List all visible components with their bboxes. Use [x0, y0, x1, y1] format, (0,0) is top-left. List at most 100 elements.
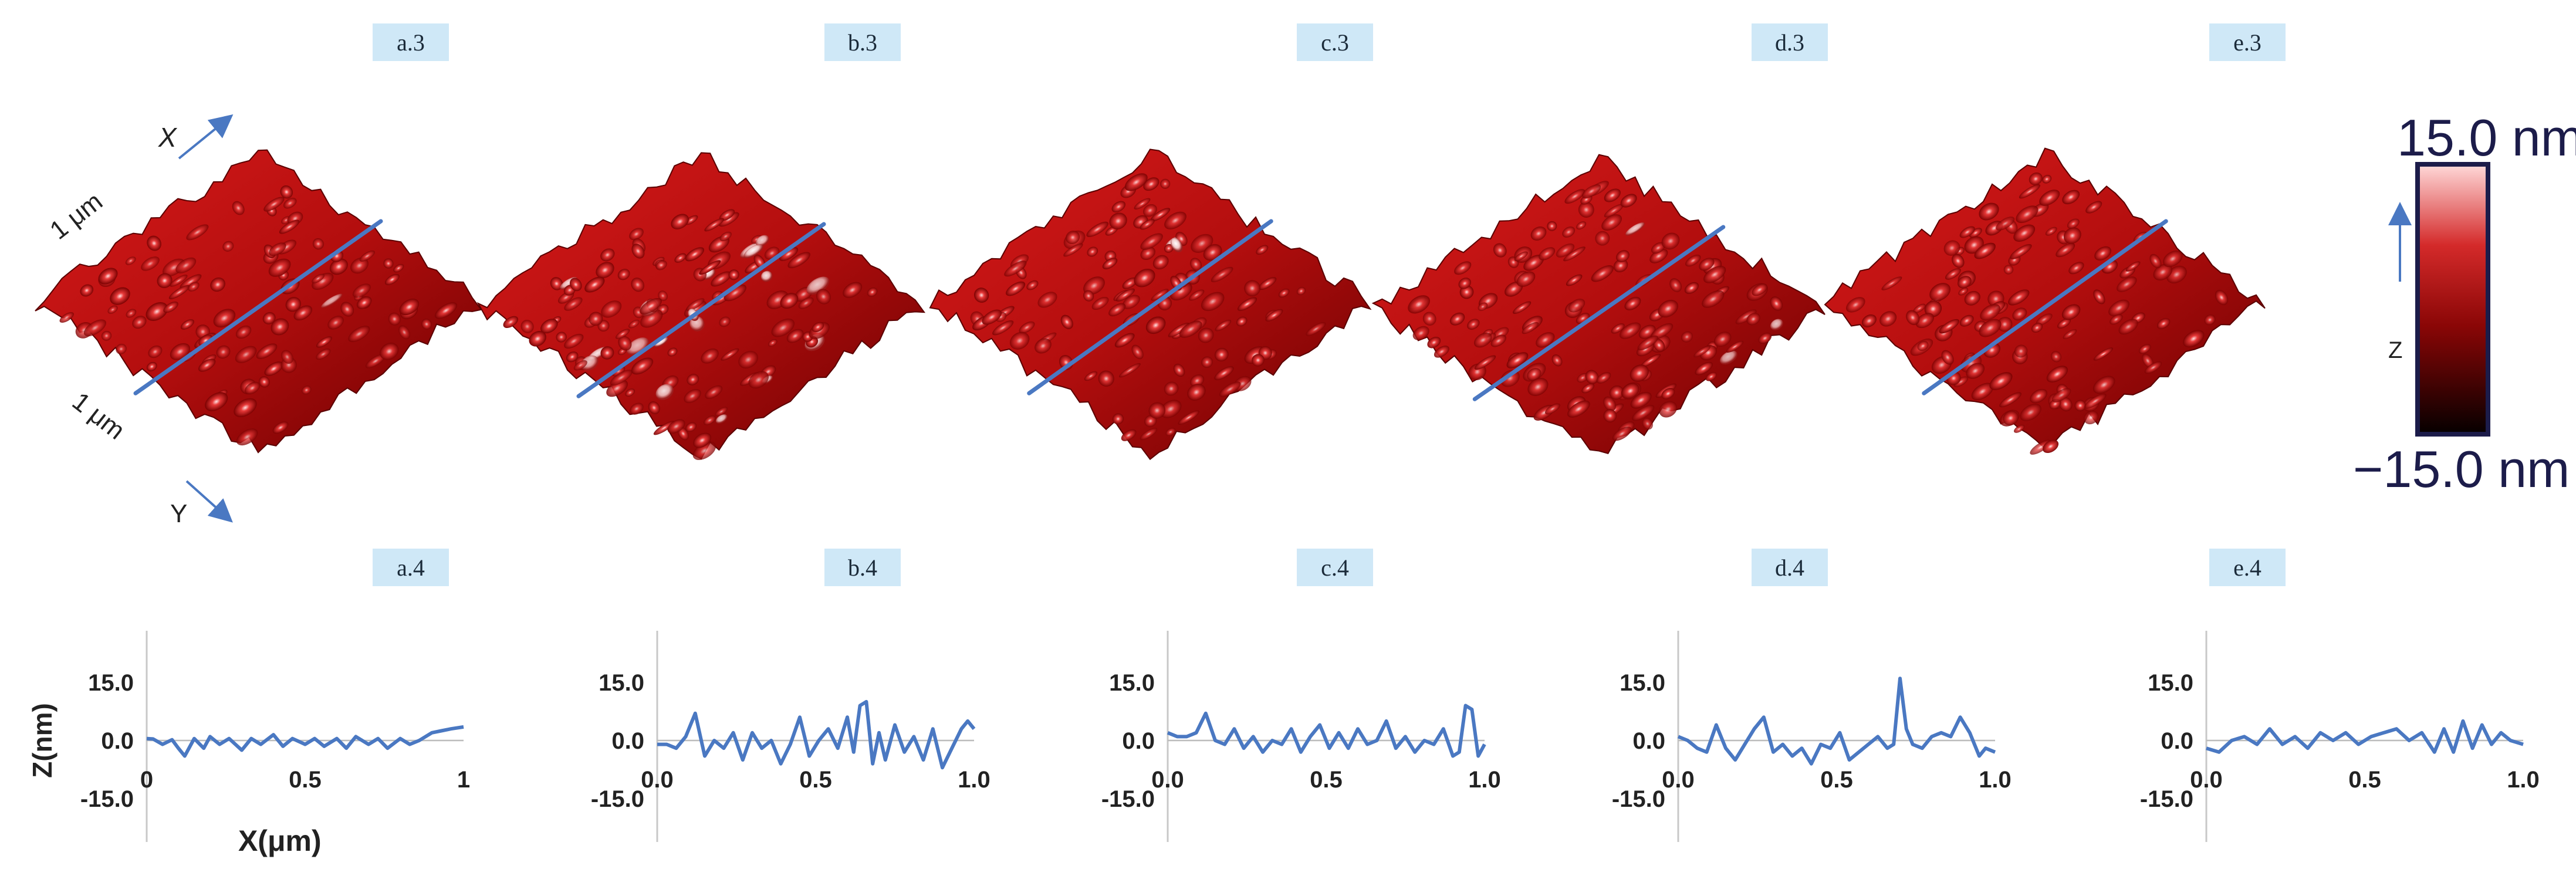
- surface-grain: [671, 214, 689, 229]
- surface-grain: [383, 258, 394, 269]
- surface-grain: [1568, 299, 1586, 313]
- surface-grain: [2118, 319, 2138, 335]
- surface-grain: [2062, 190, 2080, 205]
- surface-grain: [2149, 253, 2162, 269]
- surface-grain: [1999, 392, 2021, 408]
- surface-base: [1371, 154, 1825, 454]
- surface-grain: [596, 262, 614, 279]
- surface-grain: [2029, 172, 2043, 185]
- surface-grain: [1143, 177, 1159, 191]
- surface-grain: [1151, 289, 1169, 301]
- surface-grain: [1306, 322, 1326, 336]
- surface-grain: [867, 287, 878, 297]
- surface-grain: [170, 343, 191, 360]
- surface-grain: [283, 198, 297, 209]
- surface-grain: [1974, 242, 1996, 259]
- surface-grain: [1953, 376, 1969, 387]
- surface-grain: [1004, 261, 1027, 277]
- surface-grain: [1427, 336, 1441, 349]
- surface-grain: [2016, 205, 2039, 224]
- surface-grain: [170, 275, 188, 287]
- surface-grain: [2108, 299, 2130, 317]
- surface-grain: [222, 241, 234, 252]
- surface-grain: [1966, 363, 1985, 379]
- surface-grain: [327, 316, 344, 330]
- surface-grain: [787, 252, 810, 269]
- y-tick-label: 0.0: [1122, 728, 1155, 754]
- surface-grain: [982, 309, 1002, 325]
- surface-grain: [1115, 288, 1135, 302]
- surface-grain: [685, 247, 705, 262]
- surface-grain: [1958, 288, 1969, 296]
- surface-grain: [279, 219, 300, 234]
- surface-grain: [1630, 364, 1649, 382]
- surface-grain: [768, 339, 777, 347]
- surface-grain: [216, 345, 231, 359]
- x-tick-label: 0.0: [1662, 767, 1695, 793]
- surface-grain: [1556, 244, 1575, 258]
- surface-grain: [235, 346, 257, 363]
- surface-grain: [1603, 409, 1617, 422]
- surface-grain: [269, 242, 286, 256]
- surface-grain: [1661, 388, 1675, 400]
- surface-grain: [1098, 370, 1114, 387]
- surface-grain: [2183, 330, 2205, 347]
- surface-grain: [1083, 290, 1094, 302]
- surface-grain: [1746, 313, 1760, 326]
- profile-series-line: [657, 699, 976, 770]
- surface-grain: [2156, 318, 2171, 329]
- surface-grain: [213, 309, 236, 328]
- x-tick-label: 0.0: [641, 767, 674, 793]
- surface-grain: [1152, 255, 1169, 270]
- y-direction-arrow: [185, 480, 233, 523]
- surface-grain: [365, 354, 386, 368]
- surface-grain: [640, 297, 662, 315]
- surface-grain: [1131, 344, 1144, 360]
- color-scale-axis-label: Z: [2388, 337, 2402, 363]
- surface-grain: [1726, 340, 1744, 353]
- surface-grain: [157, 273, 173, 288]
- surface-grain: [1564, 189, 1586, 204]
- surface-grain: [312, 238, 324, 250]
- color-scale: 15.0 nm −15.0 nm Z: [2353, 109, 2576, 498]
- surface-grain: [1408, 295, 1430, 314]
- surface-grain: [1237, 297, 1257, 311]
- profile-line: [1472, 225, 1726, 401]
- surface-grain: [806, 276, 830, 295]
- surface-grain: [1640, 354, 1661, 367]
- surface-grain: [581, 355, 599, 371]
- surface-grain: [1265, 309, 1283, 322]
- surface-grain: [2061, 304, 2081, 320]
- surface-grain: [719, 316, 731, 327]
- surface-grain: [719, 231, 732, 241]
- profile-line: [576, 222, 826, 398]
- surface-grain: [2204, 315, 2216, 326]
- surface-grain: [812, 322, 824, 333]
- x-tick-label: 1: [457, 767, 470, 793]
- surface-grain: [1035, 338, 1052, 354]
- surface-grain: [1506, 352, 1529, 368]
- x-tick-label: 1.0: [1979, 767, 2012, 793]
- surface-grain: [163, 301, 178, 313]
- panel-tag-e.4: e.4: [2209, 549, 2286, 586]
- surface-grain: [1159, 400, 1182, 418]
- surface-grain: [1929, 283, 1951, 302]
- surface-grain: [356, 296, 372, 309]
- surface-grain: [236, 428, 258, 446]
- surface-grain: [2063, 329, 2077, 339]
- surface-grain: [615, 329, 630, 339]
- surface-grain: [1201, 356, 1213, 368]
- surface-grain: [1063, 243, 1083, 257]
- surface-grain: [1522, 322, 1539, 334]
- surface-grain: [629, 228, 644, 241]
- surface-grain: [1906, 310, 1920, 325]
- surface-grain: [1603, 396, 1616, 411]
- surface-grain: [1454, 261, 1472, 275]
- surface-grain: [1219, 381, 1241, 397]
- surface-grain: [1581, 184, 1601, 199]
- surface-grain: [132, 316, 147, 329]
- surface-grain: [798, 297, 814, 309]
- surface-grain: [1943, 240, 1960, 256]
- surface-grain: [566, 351, 579, 363]
- surface-x-extent: 1 μm: [45, 187, 108, 245]
